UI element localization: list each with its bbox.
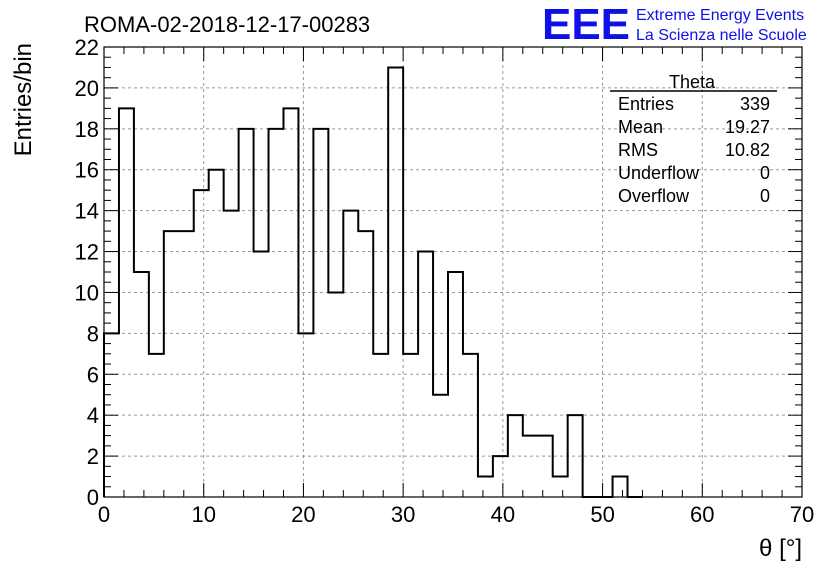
- y-tick-label: 6: [87, 362, 99, 387]
- x-tick-label: 10: [191, 502, 215, 527]
- stats-value: 19.27: [725, 117, 770, 137]
- x-tick-label: 70: [790, 502, 814, 527]
- histogram-outline: [103, 66, 643, 498]
- stats-title: Theta: [669, 72, 716, 92]
- y-tick-label: 8: [87, 321, 99, 346]
- x-tick-label: 30: [391, 502, 415, 527]
- y-tick-label: 12: [75, 240, 99, 265]
- y-tick-label: 2: [87, 444, 99, 469]
- y-tick-label: 14: [75, 199, 99, 224]
- x-tick-label: 60: [690, 502, 714, 527]
- stats-value: 0: [760, 163, 770, 183]
- axis-ticks: [103, 46, 803, 498]
- x-tick-label: 40: [491, 502, 515, 527]
- stats-label: Entries: [618, 94, 674, 114]
- y-tick-label: 4: [87, 403, 99, 428]
- y-tick-label: 0: [87, 485, 99, 510]
- logo-line-2: La Scienza nelle Scuole: [636, 27, 807, 44]
- y-tick-label: 10: [75, 280, 99, 305]
- y-tick-label: 22: [75, 35, 99, 60]
- logo-line-1: Extreme Energy Events: [636, 7, 804, 24]
- y-tick-label: 16: [75, 158, 99, 183]
- grid-lines: [104, 47, 802, 497]
- x-tick-label: 50: [590, 502, 614, 527]
- logo-mark: EEE: [542, 0, 630, 49]
- stats-value: 339: [740, 94, 770, 114]
- y-tick-label: 20: [75, 76, 99, 101]
- x-tick-labels: 0 10 20 30 40 50 60 70: [98, 502, 814, 527]
- y-axis-label: Entries/bin: [10, 43, 37, 156]
- x-tick-label: 0: [98, 502, 110, 527]
- stats-value: 0: [760, 186, 770, 206]
- stats-label: Mean: [618, 117, 663, 137]
- x-tick-label: 20: [291, 502, 315, 527]
- stats-label: Overflow: [618, 186, 690, 206]
- chart-title: ROMA-02-2018-12-17-00283: [84, 12, 370, 37]
- stats-label: RMS: [618, 140, 658, 160]
- y-tick-labels: 0 2 4 6 8 10 12 14 16 18 20 22: [75, 35, 99, 510]
- eee-logo: EEE Extreme Energy Events La Scienza nel…: [542, 0, 807, 49]
- stats-label: Underflow: [618, 163, 700, 183]
- x-axis-label: θ [°]: [759, 535, 802, 562]
- y-tick-label: 18: [75, 117, 99, 142]
- stats-value: 10.82: [725, 140, 770, 160]
- stats-box: Theta Entries 339 Mean 19.27 RMS 10.82 Underfl…: [610, 72, 777, 206]
